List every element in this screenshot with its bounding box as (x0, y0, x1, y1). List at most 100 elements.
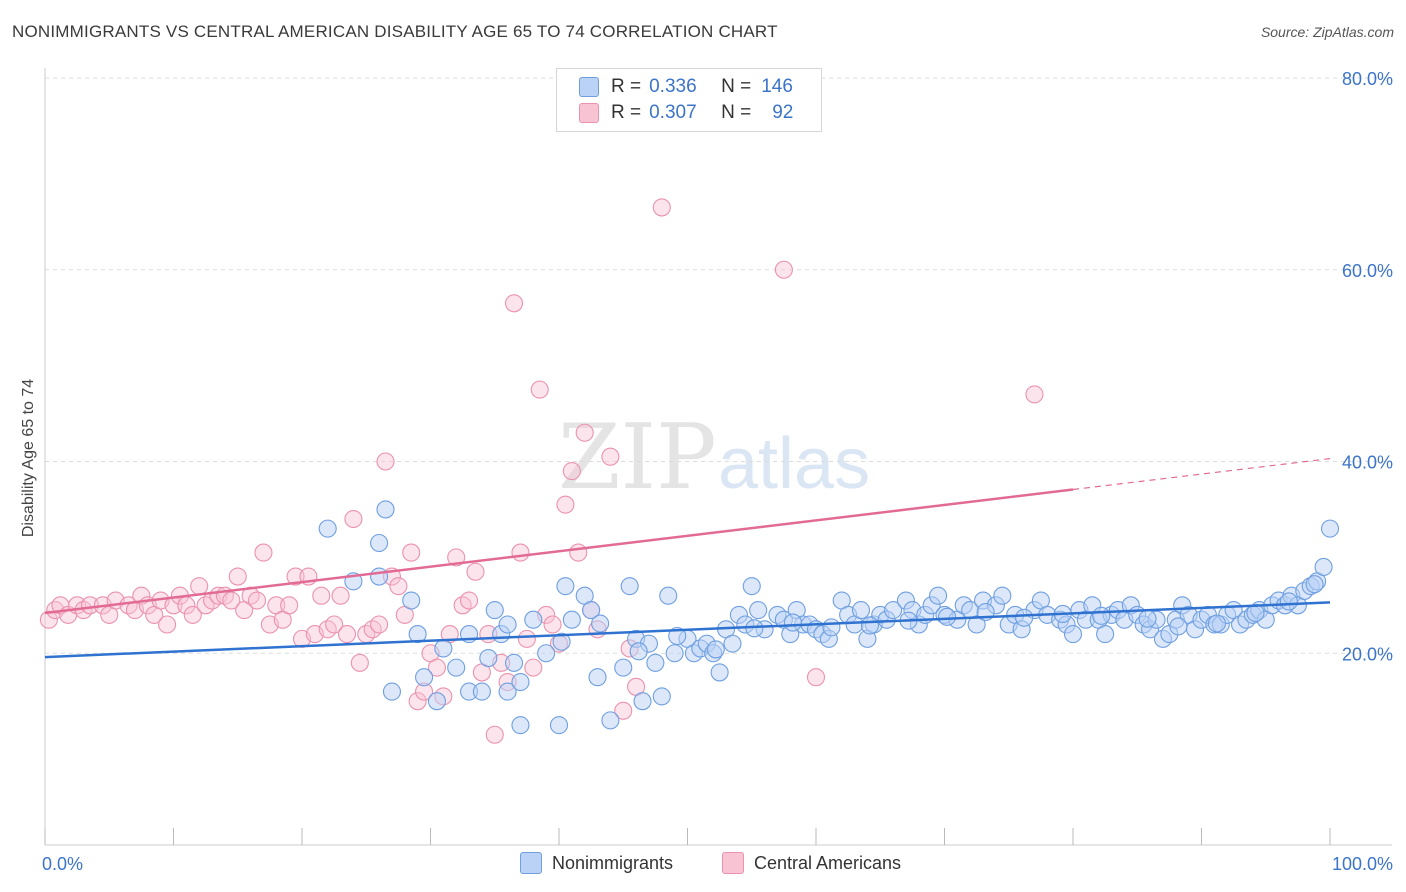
central-americans-point (286, 567, 305, 586)
central-americans-point (254, 543, 273, 562)
central-americans-point (247, 591, 267, 610)
nonimmigrants-point (860, 616, 880, 635)
central-americans-point (39, 610, 58, 629)
central-americans-point (402, 543, 421, 562)
nonimmigrants-point (511, 716, 530, 735)
central-americans-point (524, 658, 543, 677)
central-americans-point (427, 658, 446, 677)
y-axis-label: Disability Age 65 to 74 (20, 379, 37, 537)
nonimmigrants-point (1015, 608, 1034, 627)
legend-n-value: 146 (761, 76, 793, 97)
legend-n-value: 92 (772, 102, 794, 123)
nonimmigrants-point (549, 716, 569, 735)
nonimmigrants-point (498, 615, 517, 634)
nonimmigrants-point (822, 618, 841, 637)
nonimmigrants-point (723, 634, 742, 653)
axes (44, 68, 1392, 846)
nonimmigrants-point (614, 658, 633, 677)
y-tick-label: 40.0% (1342, 453, 1393, 473)
nonimmigrants-point (601, 711, 620, 730)
nonimmigrants-point (485, 601, 504, 620)
central-americans-point (344, 509, 363, 529)
central-americans-point (806, 668, 826, 687)
nonimmigrants-point (706, 640, 725, 659)
nonimmigrants-point (851, 601, 871, 620)
central-americans-point (575, 423, 594, 442)
nonimmigrants-point (415, 668, 434, 687)
gridlines (45, 77, 1392, 654)
nonimmigrants-point (472, 682, 491, 701)
nonimmigrants-point (749, 601, 768, 620)
nonimmigrants-point (376, 500, 395, 519)
central-americans-point (370, 615, 389, 634)
nonimmigrants-point (1092, 606, 1111, 625)
central-americans-point (485, 725, 504, 744)
central-americans-points (39, 198, 1044, 744)
watermark-atlas: atlas (718, 424, 870, 504)
nonimmigrants-point (710, 663, 729, 682)
nonimmigrants-point (582, 601, 601, 620)
legend-r-label: R = (611, 76, 642, 97)
nonimmigrants-point (1320, 519, 1340, 538)
central-americans-point (774, 260, 793, 279)
nonimmigrants-point (665, 644, 684, 663)
chart-title: NONIMMIGRANTS VS CENTRAL AMERICAN DISABI… (12, 22, 778, 41)
nonimmigrants-point (427, 692, 446, 711)
nonimmigrants-point (783, 613, 802, 632)
central-americans-point (543, 615, 562, 634)
source-label: Source: ZipAtlas.com (1260, 24, 1394, 40)
central-americans-point (190, 577, 209, 596)
nonimmigrants-point (652, 687, 671, 706)
nonimmigrants-point (633, 692, 652, 711)
nonimmigrants-point (524, 610, 543, 629)
central-americans-trend-extension (1072, 458, 1331, 491)
tick-labels: 20.0% 40.0% 60.0% 80.0% 0.0% 100.0% (42, 69, 1393, 874)
nonimmigrants-point (646, 653, 665, 672)
central-americans-point (183, 605, 202, 624)
nonimmigrants-point (402, 591, 421, 610)
central-americans-point (312, 586, 331, 605)
central-americans-point (530, 380, 549, 399)
central-americans-point (350, 653, 369, 672)
nonimmigrants-point (588, 668, 607, 687)
central-americans-point (556, 495, 575, 514)
watermark: ZIP atlas (558, 405, 870, 510)
central-americans-point (376, 452, 395, 471)
central-americans-point (614, 701, 633, 720)
nonimmigrants-point (511, 672, 530, 692)
legend-r-value: 0.307 (649, 102, 697, 123)
nonimmigrants-point (629, 642, 648, 661)
legend: R = 0.336 N = 146 R = 0.307 N = 92 (556, 68, 822, 132)
nonimmigrants-point (1207, 614, 1226, 633)
central-americans-point (158, 615, 177, 634)
central-americans-point (337, 625, 357, 644)
nonimmigrants-point (1305, 575, 1324, 594)
nonimmigrants-point (668, 626, 687, 646)
legend-n-label: N = (721, 102, 752, 123)
nonimmigrants-point (447, 658, 466, 677)
nonimmigrants-point (620, 577, 639, 596)
nonimmigrants-point (562, 610, 581, 629)
nonimmigrants-point (1279, 592, 1298, 611)
nonimmigrants-point (504, 653, 524, 672)
legend-swatch-central-americans (579, 103, 599, 123)
nonimmigrants-point (659, 586, 678, 605)
trend-lines (44, 458, 1331, 659)
bottom-legend-swatch-nonimmigrants (520, 852, 542, 874)
central-americans-point (466, 562, 485, 581)
nonimmigrants-point (370, 533, 389, 553)
nonimmigrants-point (318, 519, 337, 538)
bottom-legend-swatch-central-americans (722, 852, 744, 874)
legend-swatch-nonimmigrants (579, 77, 599, 97)
central-americans-point (511, 543, 530, 562)
bottom-legend-nonimmigrants: Nonimmigrants (520, 852, 673, 874)
nonimmigrants-point (1063, 625, 1083, 644)
central-americans-point (408, 692, 427, 711)
nonimmigrants-point (382, 682, 402, 701)
bottom-legend-label: Central Americans (754, 852, 902, 873)
nonimmigrants-point (938, 607, 957, 626)
nonimmigrants-point (1096, 625, 1115, 644)
legend-r-value: 0.336 (649, 76, 697, 97)
central-americans-point (504, 294, 524, 313)
